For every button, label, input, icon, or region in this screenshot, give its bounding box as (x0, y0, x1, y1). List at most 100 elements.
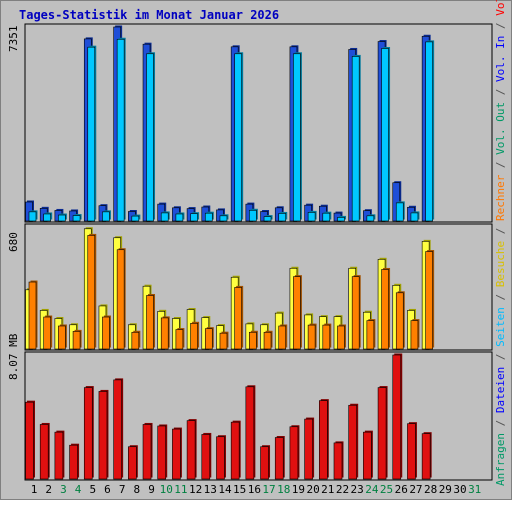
bar (260, 446, 269, 480)
y-max-label: 7351 (7, 26, 20, 53)
day-label: 2 (45, 483, 52, 496)
bar (307, 324, 316, 350)
bar (83, 387, 93, 480)
legend-part: / (494, 16, 507, 36)
legend-part: / (494, 347, 507, 367)
panel-3: 8.07 MB (7, 333, 493, 481)
day-label: 1 (31, 483, 38, 496)
day-label: 10 (160, 483, 173, 496)
legend-part: / (494, 413, 507, 433)
bar (204, 212, 213, 222)
series-volumen (25, 353, 432, 480)
legend-part: Dateien (494, 367, 507, 413)
day-label: 11 (174, 483, 187, 496)
day-axis-labels: 1 2 3 4 5 6 7 8 9 10 11 12 13 14 15 16 17 18 19 20 21 22 23 24 2… (31, 483, 482, 496)
panel-1: 7351 (7, 23, 493, 223)
day-label: 29 (439, 483, 452, 496)
bar (318, 400, 328, 480)
bar (58, 325, 66, 350)
bar (172, 428, 181, 480)
bar (425, 41, 433, 222)
bar (366, 215, 375, 222)
bar (98, 391, 108, 480)
chart-panels: 7351 680 8.07 MB (7, 23, 493, 481)
bar (263, 216, 272, 222)
series-rechner (28, 233, 435, 350)
bar (87, 46, 96, 222)
day-label: 4 (75, 483, 82, 496)
bar (116, 38, 125, 222)
bar (395, 292, 404, 350)
day-label: 7 (119, 483, 126, 496)
legend-part: Vol. Out (494, 102, 507, 155)
bar (160, 212, 169, 222)
bar (142, 424, 152, 480)
bar (72, 331, 81, 350)
bar (201, 434, 211, 480)
day-label: 17 (262, 483, 275, 496)
bar (293, 276, 301, 350)
day-label: 6 (104, 483, 111, 496)
chart-title: Tages-Statistik im Monat Januar 2026 (19, 8, 279, 22)
bar (131, 215, 140, 222)
bar (69, 444, 78, 480)
panel-2: 680 (7, 223, 493, 351)
bar (128, 446, 137, 480)
bar (351, 56, 360, 222)
bar (216, 436, 225, 480)
legend-part: Volumen (494, 0, 507, 16)
bar (219, 332, 228, 350)
bar (58, 214, 66, 222)
bar (381, 269, 389, 350)
day-label: 14 (218, 483, 232, 496)
bar (410, 320, 419, 350)
day-label: 22 (336, 483, 349, 496)
legend-part: / (494, 82, 507, 102)
bar (278, 213, 287, 222)
bar (175, 329, 184, 350)
day-label: 25 (380, 483, 393, 496)
bar (113, 379, 122, 480)
bar (348, 404, 357, 480)
day-label: 27 (409, 483, 422, 496)
bar (278, 325, 287, 350)
y-max-label: 8.07 MB (7, 333, 20, 380)
bar (190, 213, 198, 222)
legend-part: / (494, 155, 507, 175)
bar (395, 202, 404, 222)
legend-part: / (494, 287, 507, 307)
bar (54, 431, 64, 480)
bar (43, 316, 51, 350)
bar (234, 53, 242, 222)
y-max-label: 680 (7, 232, 20, 252)
day-label: 24 (365, 483, 379, 496)
day-label: 20 (306, 483, 319, 496)
bar (351, 276, 360, 350)
bar (304, 418, 313, 480)
bar (410, 212, 419, 222)
bar (407, 423, 416, 480)
bar (39, 424, 49, 480)
day-label: 28 (424, 483, 437, 496)
day-label: 15 (233, 483, 246, 496)
day-label: 18 (277, 483, 290, 496)
bar (234, 287, 242, 350)
bar (116, 249, 125, 350)
day-label: 19 (292, 483, 305, 496)
legend-part: Rechner (494, 174, 507, 221)
day-label: 26 (395, 483, 408, 496)
bar (377, 387, 387, 480)
bar (337, 325, 345, 350)
bar (249, 209, 257, 222)
bar (421, 433, 431, 480)
bar (293, 53, 301, 222)
bar (146, 295, 154, 350)
day-label: 31 (468, 483, 481, 496)
day-label: 3 (60, 483, 67, 496)
bar (245, 386, 255, 480)
bar (43, 213, 51, 222)
bar (274, 437, 284, 480)
bar (249, 331, 257, 350)
day-label: 21 (321, 483, 334, 496)
